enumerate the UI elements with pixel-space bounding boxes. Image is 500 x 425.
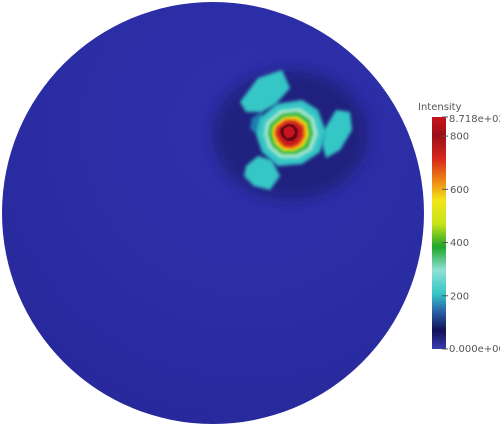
colorbar-tick-label: 600 (450, 185, 469, 196)
colorbar-title: Intensity (418, 102, 462, 113)
colorbar-min-label: 0.000e+00 (449, 344, 500, 355)
lobe-bottom (244, 156, 280, 190)
colorbar-gradient (432, 117, 446, 349)
lobe-right (322, 110, 352, 158)
colorbar-tick-label: 400 (450, 238, 469, 249)
colorbar-tick-label: 800 (450, 132, 469, 143)
circular-domain (2, 2, 424, 424)
colorbar-tick-label: 200 (450, 291, 469, 302)
central-peak (256, 100, 326, 166)
peak-core (284, 126, 295, 138)
lobe-top (240, 70, 290, 112)
domain-disk (2, 2, 424, 424)
side-lobes (240, 70, 352, 190)
colorbar-ticks: 200 400 600 800 (442, 116, 469, 350)
colorbar-max-label: 8.718e+02 (449, 114, 500, 125)
colorbar-legend: Intensity 200 400 600 800 8.718e+02 0.000e+… (418, 102, 500, 355)
hotspot (212, 70, 368, 200)
